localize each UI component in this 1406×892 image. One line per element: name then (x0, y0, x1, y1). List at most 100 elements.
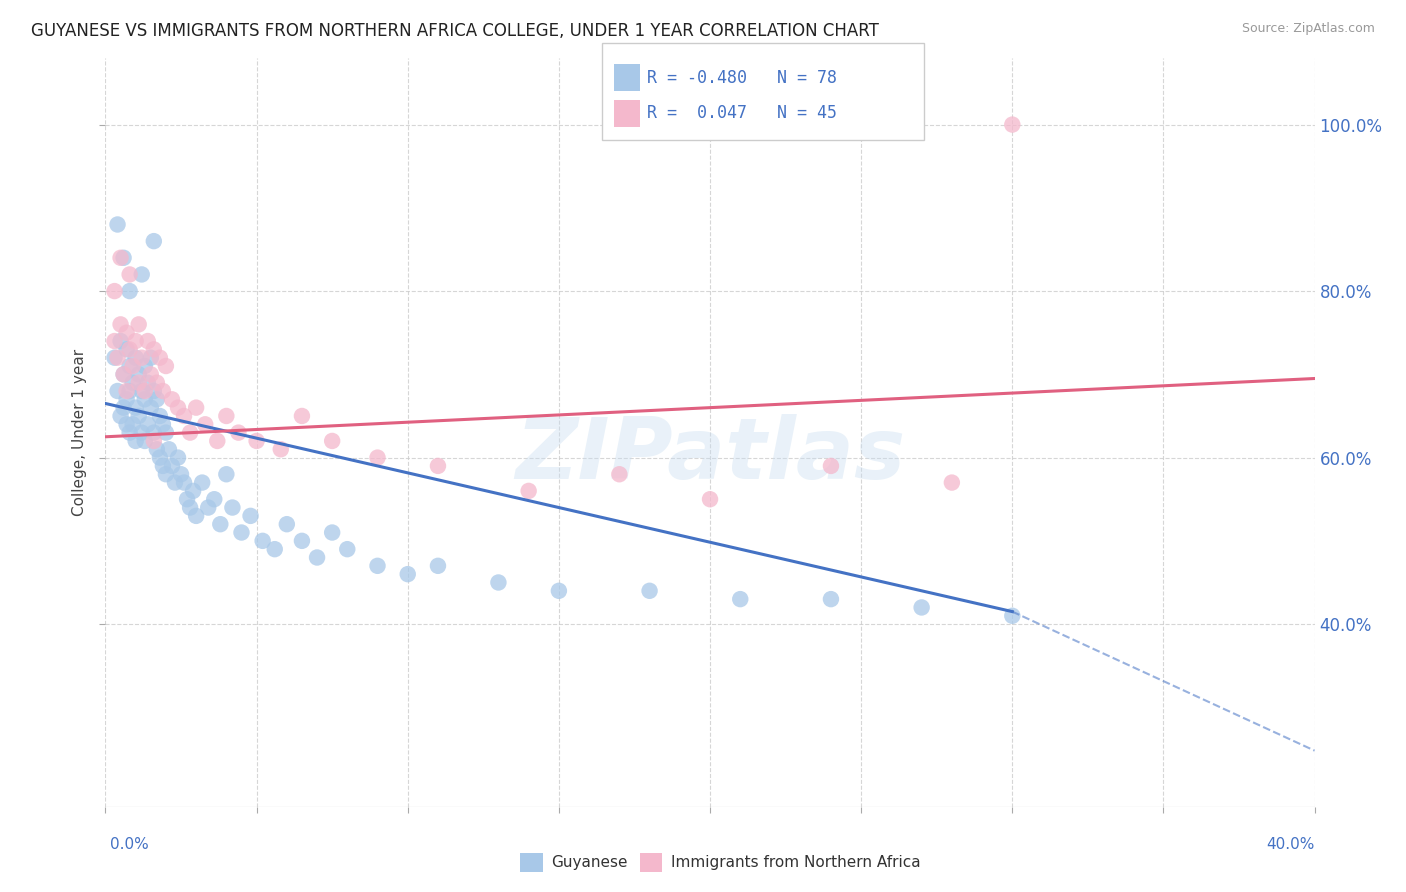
Point (118, 425, 141, 440)
Point (115, 417, 138, 432)
Point (107, 351, 129, 365)
Point (128, 409, 150, 423)
Point (124, 351, 148, 365)
Point (149, 409, 172, 423)
Point (110, 251, 132, 265)
Point (252, 533, 274, 548)
Point (121, 376, 143, 390)
Point (427, 458, 450, 473)
Point (186, 401, 208, 415)
Point (427, 558, 450, 573)
Point (149, 450, 172, 465)
Point (134, 359, 156, 373)
Point (103, 284, 125, 298)
Point (231, 525, 253, 540)
Point (103, 334, 125, 348)
Point (1001, 118, 1024, 132)
Point (173, 409, 195, 423)
Point (194, 417, 217, 432)
Point (366, 558, 388, 573)
Point (209, 517, 232, 532)
Point (202, 492, 225, 507)
Point (307, 550, 329, 565)
Point (112, 368, 135, 382)
Point (179, 500, 201, 515)
Point (170, 467, 193, 482)
Point (186, 508, 208, 523)
Point (128, 376, 150, 390)
Point (396, 567, 419, 582)
Point (142, 343, 165, 357)
Point (134, 392, 156, 407)
Point (157, 442, 180, 457)
Point (246, 434, 269, 448)
Point (107, 218, 129, 232)
Point (112, 251, 135, 265)
Point (911, 600, 934, 615)
Point (176, 492, 198, 507)
Point (139, 401, 162, 415)
Y-axis label: College, Under 1 year: College, Under 1 year (72, 349, 87, 516)
Point (146, 442, 169, 457)
Point (118, 384, 141, 398)
Point (228, 425, 250, 440)
Point (167, 450, 190, 465)
Point (121, 417, 143, 432)
Point (103, 351, 125, 365)
Point (139, 351, 162, 365)
Point (136, 417, 159, 432)
Point (131, 425, 153, 440)
Point (155, 467, 177, 482)
Point (118, 284, 141, 298)
Point (107, 384, 129, 398)
Text: Source: ZipAtlas.com: Source: ZipAtlas.com (1241, 22, 1375, 36)
Point (115, 326, 138, 340)
Text: ZIPatlas: ZIPatlas (515, 414, 905, 497)
Point (941, 475, 963, 490)
Text: GUYANESE VS IMMIGRANTS FROM NORTHERN AFRICA COLLEGE, UNDER 1 YEAR CORRELATION CH: GUYANESE VS IMMIGRANTS FROM NORTHERN AFR… (31, 22, 879, 40)
Point (181, 483, 204, 498)
Text: 40.0%: 40.0% (1267, 837, 1315, 852)
Point (112, 368, 135, 382)
Point (239, 508, 262, 523)
Point (263, 542, 285, 557)
Point (366, 450, 388, 465)
Point (115, 384, 138, 398)
Point (207, 434, 229, 448)
Text: Immigrants from Northern Africa: Immigrants from Northern Africa (671, 855, 921, 870)
Point (609, 467, 631, 482)
Point (163, 475, 186, 490)
Point (179, 425, 201, 440)
Point (149, 351, 172, 365)
Point (155, 425, 177, 440)
Point (336, 542, 359, 557)
Point (131, 351, 153, 365)
Point (118, 359, 141, 373)
Point (136, 334, 159, 348)
Point (112, 401, 135, 415)
Point (820, 592, 842, 607)
Point (191, 475, 214, 490)
Point (110, 318, 132, 332)
Point (270, 442, 292, 457)
Point (115, 392, 138, 407)
Point (321, 434, 343, 448)
Point (1001, 608, 1024, 623)
Point (291, 533, 314, 548)
Point (139, 368, 162, 382)
Point (215, 409, 238, 423)
Point (160, 392, 183, 407)
Point (134, 384, 156, 398)
Point (110, 334, 132, 348)
Point (152, 417, 174, 432)
Point (118, 268, 141, 282)
Text: 0.0%: 0.0% (110, 837, 149, 852)
Point (197, 500, 219, 515)
Point (638, 583, 661, 598)
Point (124, 401, 148, 415)
Point (152, 384, 174, 398)
Point (276, 517, 298, 532)
Point (820, 458, 842, 473)
Point (118, 343, 141, 357)
Point (167, 401, 190, 415)
